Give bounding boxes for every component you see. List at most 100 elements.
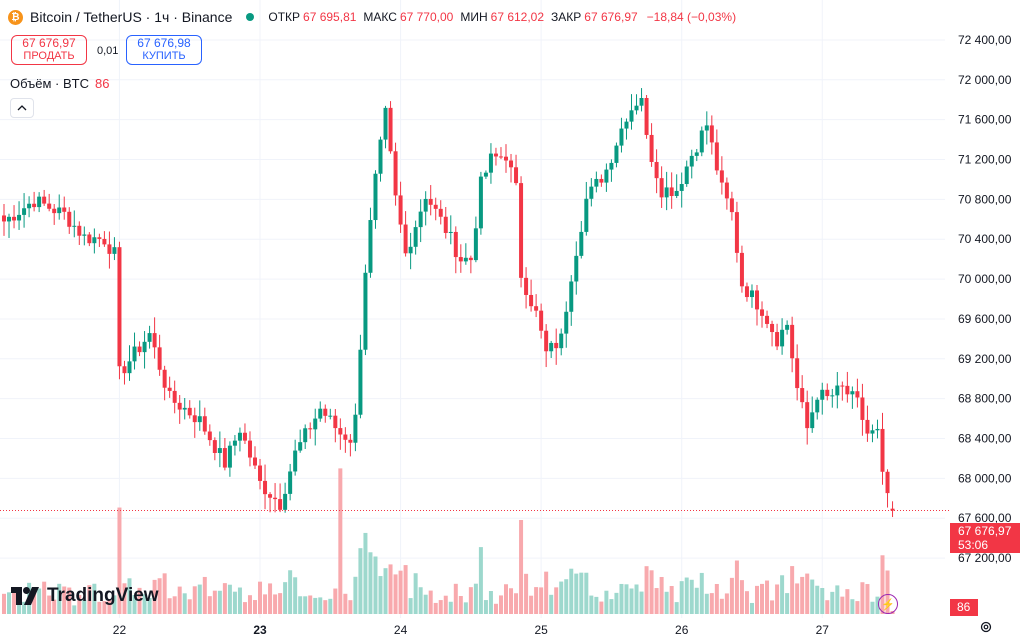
candle-body <box>614 145 619 163</box>
candle-body <box>22 208 27 215</box>
volume-bar <box>458 596 463 614</box>
volume-bar <box>749 602 754 614</box>
price-axis: 67 200,00 67 600,00 68 000,00 68 400,00 68 8… <box>958 33 1012 565</box>
candle-body <box>880 428 885 472</box>
volume-bar <box>865 584 870 614</box>
candle-body <box>418 211 423 228</box>
candle-body <box>222 448 227 468</box>
chart-grid <box>0 0 945 618</box>
volume-bar <box>92 583 97 614</box>
volume-bar <box>810 579 815 614</box>
volume-bar <box>734 560 739 614</box>
symbol-title[interactable]: Bitcoin / TetherUS · 1ч · Binance <box>30 9 233 25</box>
volume-bar <box>805 573 810 614</box>
candle-body <box>870 430 875 434</box>
volume-bar <box>12 588 17 614</box>
candle-body <box>483 172 488 177</box>
buy-button[interactable]: 67 676,98 КУПИТЬ <box>126 35 202 65</box>
volume-bar <box>77 595 82 614</box>
volume-bar <box>524 573 529 614</box>
candle-body <box>147 333 152 342</box>
candle-body <box>373 173 378 221</box>
chevron-up-icon <box>17 105 27 111</box>
volume-bar <box>554 587 559 614</box>
volume-bar <box>880 555 885 614</box>
volume-bar <box>117 507 122 614</box>
volume-bar <box>644 566 649 614</box>
gear-icon[interactable] <box>979 620 993 634</box>
price-tick-label: 68 000,00 <box>958 471 1012 485</box>
candle-body <box>830 395 835 397</box>
candle-body <box>855 391 860 398</box>
volume-bar <box>674 602 679 614</box>
volume-bar <box>132 594 137 614</box>
volume-bar <box>408 598 413 614</box>
volume-bar <box>137 587 142 614</box>
ohlc-values: ОТКР 67 695,81 МАКС 67 770,00 МИН 67 612,02… <box>264 10 736 24</box>
volume-bar <box>207 596 212 614</box>
sell-button[interactable]: 67 676,97 ПРОДАТЬ <box>11 35 87 65</box>
candle-body <box>805 402 810 429</box>
volume-indicator-legend[interactable]: Объём · BTC 86 <box>10 76 109 91</box>
volume-bar <box>313 597 318 614</box>
candle-body <box>132 346 137 362</box>
volume-bar <box>273 594 278 614</box>
candle-body <box>318 408 323 419</box>
candle-body <box>504 156 508 161</box>
volume-bar <box>278 593 283 614</box>
volume-bar <box>32 590 37 614</box>
volume-bar <box>453 583 458 614</box>
candle-body <box>659 178 664 198</box>
candle-body <box>42 196 47 204</box>
candle-body <box>619 128 624 146</box>
candle-body <box>734 212 739 253</box>
volume-bar <box>418 587 423 614</box>
volume-bar <box>830 591 835 614</box>
volume-bar <box>724 593 729 614</box>
candle-body <box>739 252 744 287</box>
volume-bar <box>87 585 92 614</box>
volume-bar <box>242 602 247 614</box>
lightning-icon[interactable]: ⚡ <box>878 594 898 614</box>
volume-bar <box>855 601 860 614</box>
candle-body <box>167 387 172 391</box>
candle-body <box>388 107 393 152</box>
candle-body <box>825 389 830 397</box>
volume-bar <box>689 579 694 614</box>
volume-bar <box>765 580 770 614</box>
collapse-legend-button[interactable] <box>10 98 34 118</box>
volume-bar <box>42 581 47 614</box>
volume-bar <box>815 585 820 614</box>
volume-bar <box>664 591 669 614</box>
volume-bar <box>72 605 77 614</box>
volume-bar <box>47 595 52 614</box>
candle-body <box>679 184 684 191</box>
candle-body <box>534 306 539 311</box>
candle-body <box>820 389 825 400</box>
volume-bar <box>192 586 197 614</box>
candle-body <box>433 204 438 209</box>
candle-body <box>654 161 659 179</box>
volume-indicator-label: Объём · BTC <box>10 76 89 91</box>
candle-body <box>62 207 67 212</box>
volume-bar <box>468 587 473 614</box>
volume-bar <box>152 579 157 614</box>
close-value: 67 676,97 <box>584 10 638 24</box>
candle-body <box>860 397 865 420</box>
volume-bar <box>187 599 192 614</box>
volume-bar <box>760 583 765 614</box>
volume-bar <box>770 600 775 614</box>
candle-body <box>308 428 313 430</box>
candle-body <box>212 440 217 453</box>
candle-body <box>82 234 87 236</box>
volume-badge: 86 <box>950 599 978 616</box>
tradingview-logo[interactable]: TradingView <box>11 585 159 607</box>
candle-body <box>453 231 458 258</box>
volume-bar <box>2 593 6 614</box>
low-label: МИН <box>460 10 488 24</box>
volume-bar <box>624 584 629 614</box>
volume-bar <box>519 519 524 614</box>
candle-body <box>258 465 263 481</box>
volume-bar <box>714 583 719 614</box>
